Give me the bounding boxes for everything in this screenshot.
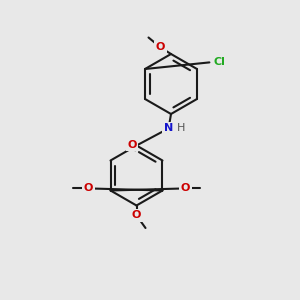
Text: O: O <box>127 140 137 150</box>
Text: O: O <box>181 183 190 194</box>
Text: H: H <box>177 123 185 134</box>
Text: N: N <box>164 123 173 134</box>
Text: O: O <box>83 183 93 194</box>
Text: Cl: Cl <box>213 57 225 68</box>
Text: O: O <box>156 42 165 52</box>
Text: O: O <box>132 210 141 220</box>
